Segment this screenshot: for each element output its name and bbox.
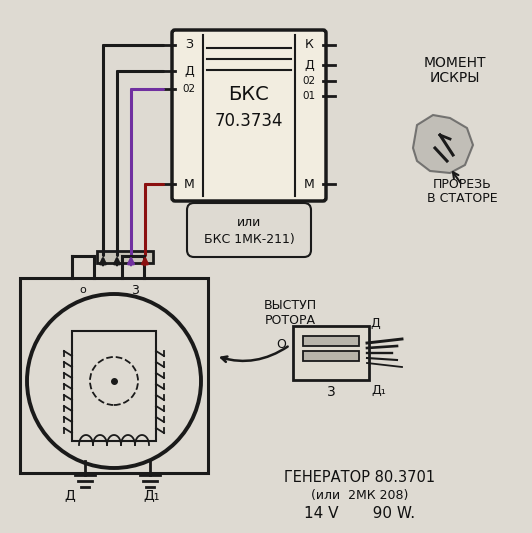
Text: ИСКРЫ: ИСКРЫ	[430, 71, 480, 85]
Text: или: или	[237, 215, 261, 229]
Text: 14 V       90 W.: 14 V 90 W.	[304, 505, 415, 521]
Text: М: М	[184, 177, 194, 190]
FancyBboxPatch shape	[187, 203, 311, 257]
Bar	[303, 351, 359, 361]
Text: М: М	[304, 177, 314, 190]
Text: Д: Д	[184, 64, 194, 77]
Text: БКС: БКС	[229, 85, 269, 103]
Bar	[20, 278, 208, 473]
Text: К: К	[304, 38, 313, 52]
Text: В СТАТОРЕ: В СТАТОРЕ	[427, 191, 497, 205]
Text: 3: 3	[327, 385, 335, 399]
Text: Д₁: Д₁	[144, 488, 160, 502]
Bar	[72, 331, 156, 441]
Text: 02: 02	[182, 84, 196, 94]
Text: ВЫСТУП
РОТОРА: ВЫСТУП РОТОРА	[263, 299, 317, 327]
Text: 02: 02	[302, 76, 315, 86]
Bar	[97, 251, 153, 263]
Text: О: О	[276, 338, 286, 351]
Text: З: З	[185, 38, 193, 52]
Text: Д: Д	[370, 317, 380, 329]
Text: МОМЕНТ: МОМЕНТ	[424, 56, 486, 70]
FancyBboxPatch shape	[172, 30, 326, 201]
Text: 70.3734: 70.3734	[215, 112, 283, 130]
Polygon shape	[413, 115, 473, 173]
Text: Д₁: Д₁	[372, 384, 386, 397]
Text: ПРОРЕЗЬ: ПРОРЕЗЬ	[433, 179, 492, 191]
Text: Д: Д	[64, 488, 76, 502]
Text: 01: 01	[302, 91, 315, 101]
Text: о: о	[80, 285, 86, 295]
Text: (или  2МК 208): (или 2МК 208)	[311, 489, 409, 502]
Bar	[303, 336, 359, 346]
Text: БКС 1МК-211): БКС 1МК-211)	[204, 232, 294, 246]
FancyBboxPatch shape	[293, 326, 369, 380]
Text: 3: 3	[131, 284, 139, 296]
Text: ГЕНЕРАТОР 80.3701: ГЕНЕРАТОР 80.3701	[285, 471, 436, 486]
Text: Д: Д	[304, 59, 314, 71]
